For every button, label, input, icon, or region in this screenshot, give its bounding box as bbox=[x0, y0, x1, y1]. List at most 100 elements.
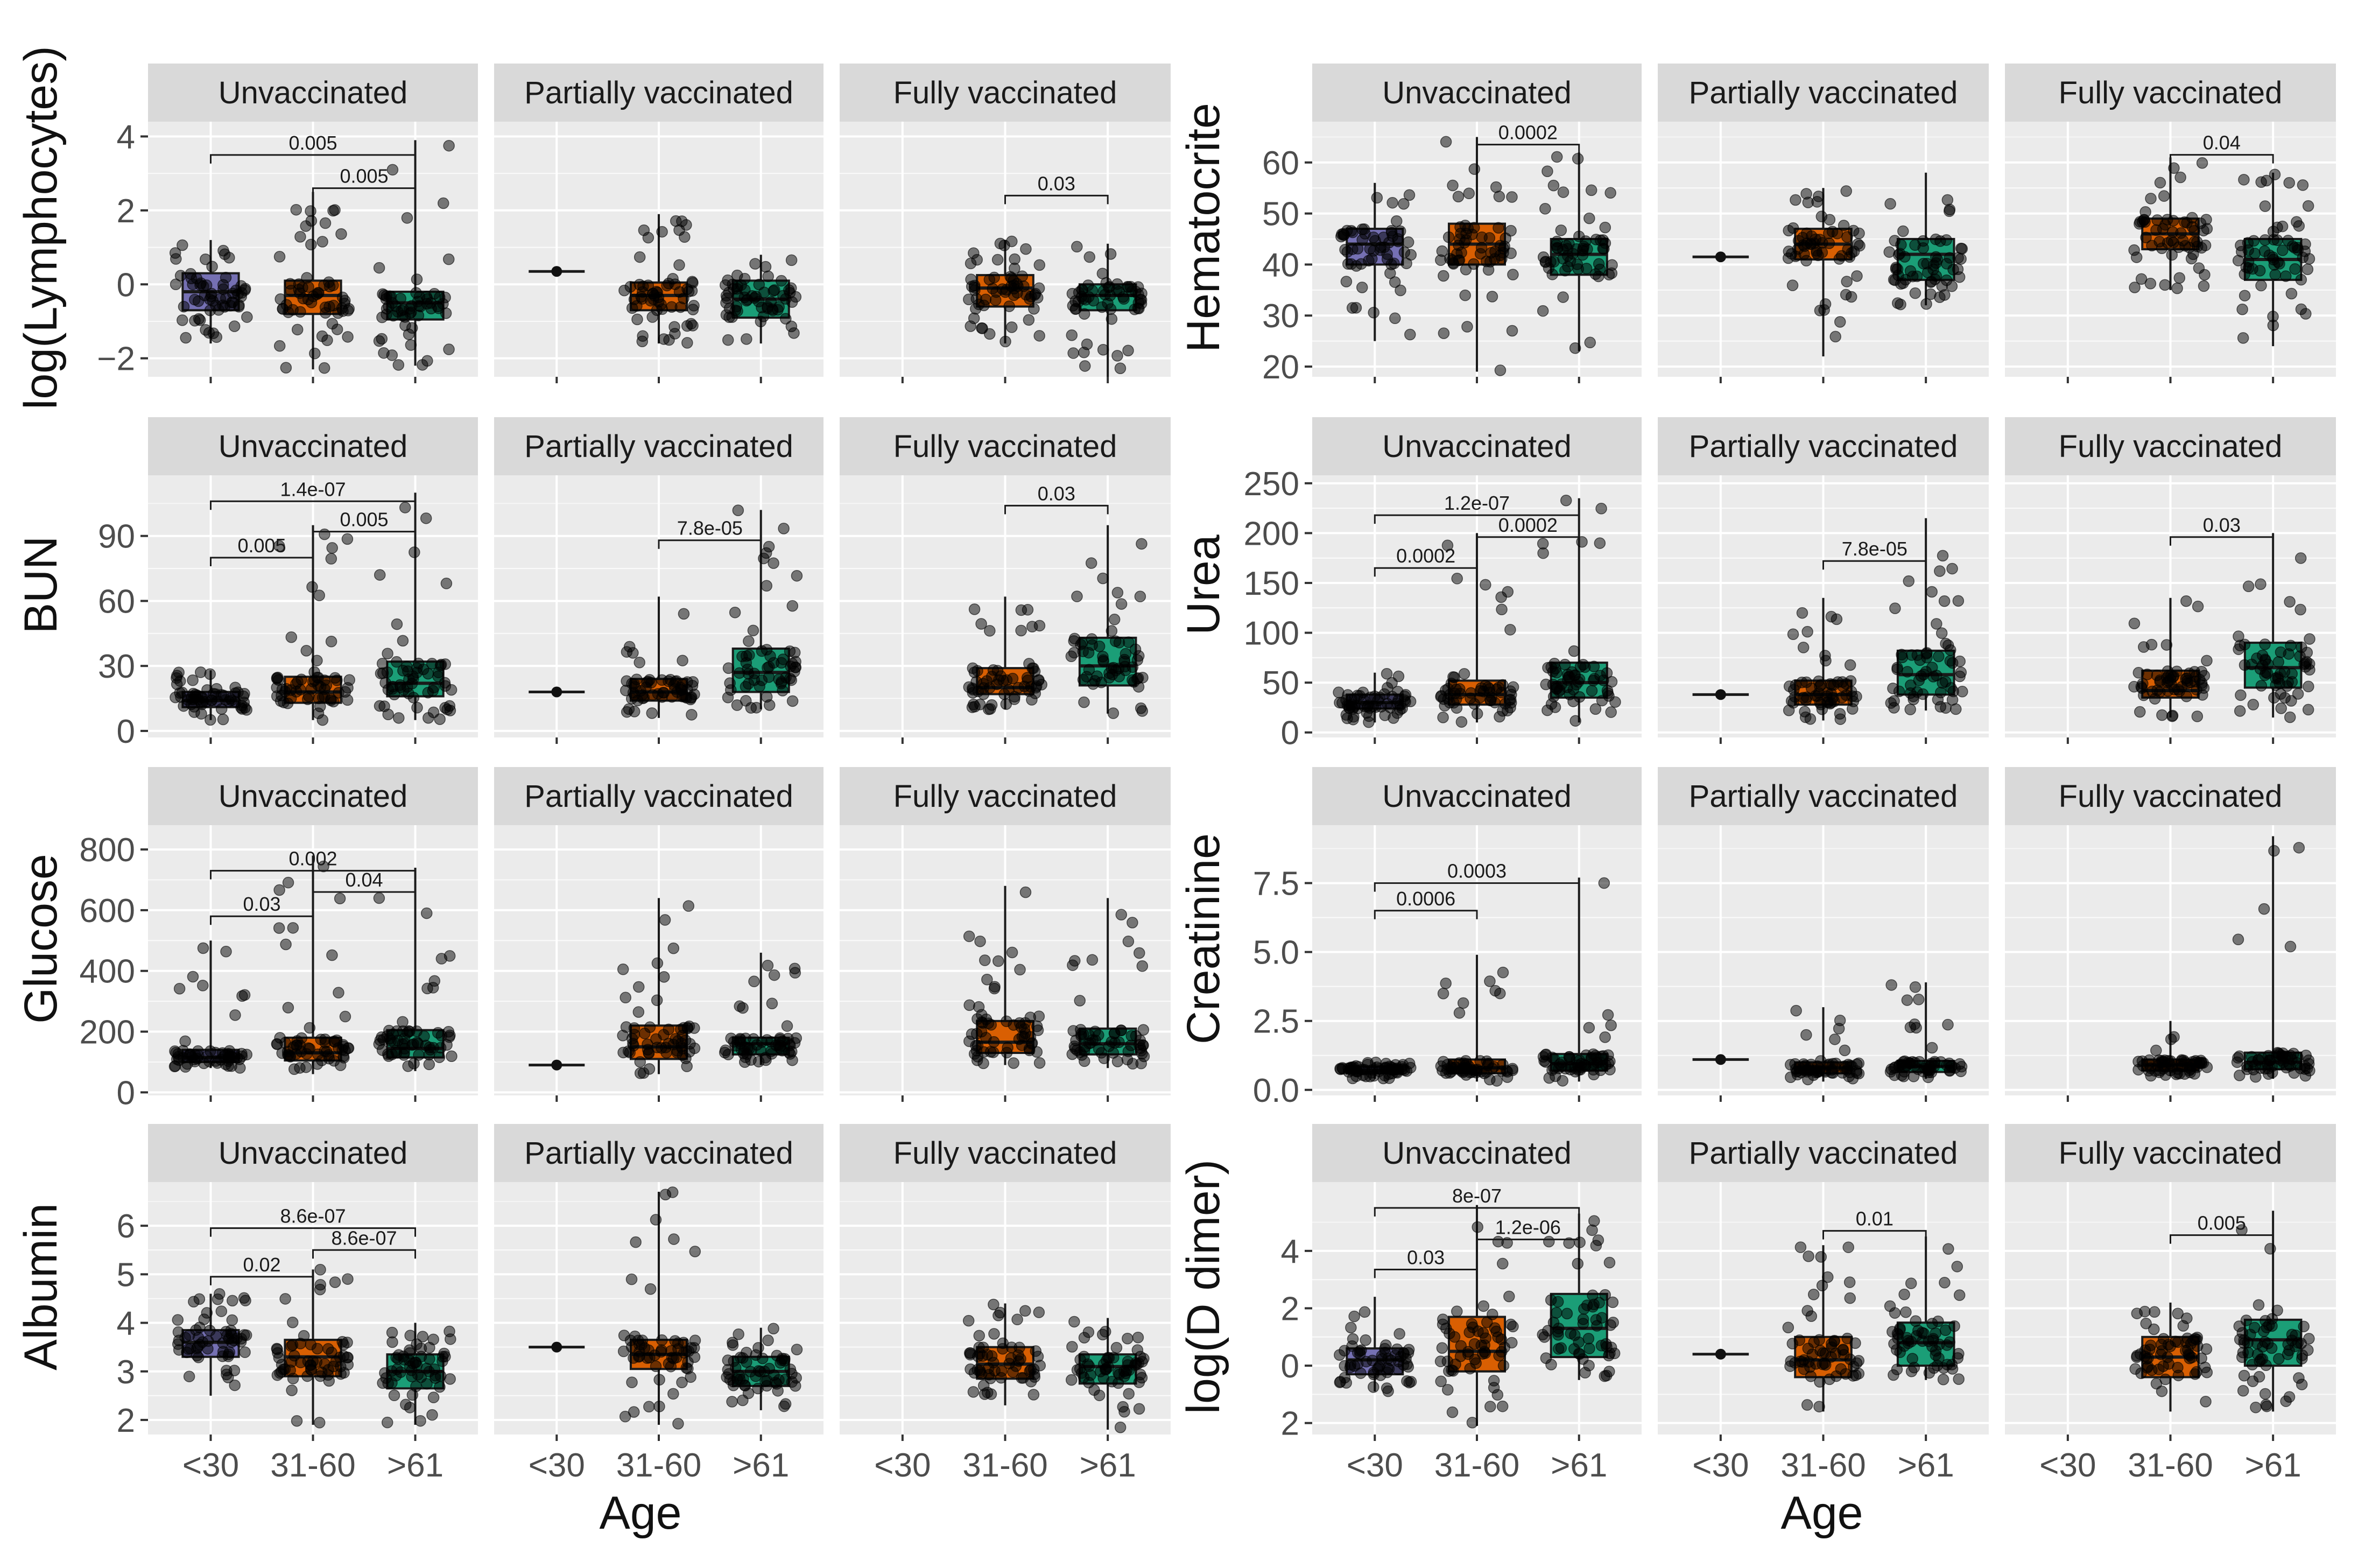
data-point bbox=[331, 674, 343, 686]
plot-glucose: Glucose 0 200 400 600 800 Unvaccinated Partiall… bbox=[15, 767, 1171, 1112]
data-point bbox=[1800, 1029, 1812, 1041]
data-point bbox=[1593, 258, 1605, 270]
data-point bbox=[994, 237, 1006, 250]
data-point bbox=[410, 287, 422, 299]
data-point bbox=[1584, 336, 1596, 349]
facet-strip bbox=[148, 417, 478, 475]
data-point bbox=[1833, 253, 1846, 265]
data-point bbox=[747, 624, 759, 637]
data-point bbox=[1839, 1044, 1851, 1057]
data-point bbox=[1567, 695, 1579, 707]
y-axis-title: log(D dimer) bbox=[1178, 1159, 1229, 1414]
data-point bbox=[313, 1417, 326, 1429]
data-point bbox=[1097, 656, 1109, 667]
data-point bbox=[1796, 607, 1808, 619]
data-point bbox=[1368, 1381, 1379, 1393]
data-point bbox=[1552, 242, 1564, 254]
data-point bbox=[1844, 659, 1856, 671]
data-point bbox=[1921, 647, 1933, 659]
significance-label: 0.03 bbox=[1407, 1247, 1445, 1269]
y-tick-label: 60 bbox=[98, 583, 135, 620]
data-point bbox=[336, 291, 349, 304]
significance-label: 8e-07 bbox=[1452, 1185, 1502, 1207]
data-point bbox=[1029, 665, 1041, 678]
data-point bbox=[769, 284, 780, 296]
plot-hematocrite: Hematocrite 20 30 40 50 60 Unvaccinated Partial… bbox=[1178, 64, 2336, 386]
data-point bbox=[1810, 1358, 1822, 1370]
data-point bbox=[981, 675, 993, 687]
data-point bbox=[1944, 1064, 1956, 1077]
data-point bbox=[1847, 703, 1859, 715]
data-point bbox=[2239, 290, 2251, 301]
data-point bbox=[737, 1002, 749, 1014]
x-tick-label: >61 bbox=[733, 1447, 789, 1484]
data-point bbox=[220, 946, 232, 958]
data-point bbox=[628, 1352, 639, 1364]
data-point bbox=[172, 1314, 184, 1326]
data-point bbox=[391, 1363, 403, 1375]
data-point bbox=[1484, 1073, 1496, 1086]
data-point bbox=[1461, 321, 1473, 333]
data-point bbox=[2299, 245, 2311, 257]
data-point bbox=[2200, 1396, 2212, 1408]
data-point bbox=[551, 1059, 562, 1071]
data-point bbox=[2159, 1373, 2171, 1386]
data-point bbox=[393, 712, 405, 724]
data-point bbox=[2284, 711, 2296, 723]
data-point bbox=[1572, 676, 1585, 688]
data-point bbox=[1552, 1329, 1564, 1341]
data-point bbox=[318, 860, 329, 873]
data-point bbox=[1790, 194, 1801, 206]
data-point bbox=[305, 683, 318, 695]
data-point bbox=[2237, 1385, 2249, 1397]
data-point bbox=[720, 297, 732, 309]
data-point bbox=[1447, 179, 1459, 192]
data-point bbox=[374, 569, 386, 581]
data-point bbox=[1537, 547, 1549, 559]
data-point bbox=[996, 1365, 1008, 1377]
data-point bbox=[2142, 1360, 2154, 1373]
data-point bbox=[374, 700, 386, 712]
data-point bbox=[2303, 1054, 2315, 1066]
data-point bbox=[1384, 267, 1396, 279]
data-point bbox=[1447, 1059, 1459, 1071]
plot-urea: Urea 0 50 100 150 200 250 Unvaccinated Partially… bbox=[1178, 417, 2336, 752]
data-point bbox=[646, 689, 659, 701]
data-point bbox=[334, 892, 346, 905]
data-point bbox=[1891, 663, 1903, 676]
data-point bbox=[988, 1036, 1000, 1048]
data-point bbox=[335, 228, 347, 240]
data-point bbox=[743, 635, 755, 647]
data-point bbox=[215, 1305, 228, 1317]
data-point bbox=[1607, 1296, 1619, 1309]
data-point bbox=[1542, 1325, 1554, 1337]
data-point bbox=[1577, 659, 1589, 671]
data-point bbox=[2198, 280, 2210, 292]
data-point bbox=[2255, 279, 2267, 292]
data-point bbox=[685, 693, 696, 706]
data-point bbox=[968, 603, 981, 615]
x-tick-label: >61 bbox=[387, 1447, 444, 1484]
data-point bbox=[180, 332, 192, 344]
data-point bbox=[789, 962, 801, 975]
data-point bbox=[2247, 699, 2260, 711]
data-point bbox=[1539, 203, 1551, 215]
y-tick-label: 6 bbox=[117, 1208, 135, 1245]
significance-bracket bbox=[209, 915, 314, 925]
y-tick-label: 2 bbox=[1281, 1405, 1299, 1443]
data-point bbox=[279, 1363, 291, 1375]
x-tick-label: 31-60 bbox=[1780, 1447, 1866, 1484]
data-point bbox=[1015, 624, 1027, 637]
data-point bbox=[1033, 330, 1045, 342]
data-point bbox=[1603, 1366, 1615, 1377]
data-point bbox=[1811, 196, 1823, 208]
data-point bbox=[312, 707, 325, 719]
data-point bbox=[1817, 237, 1828, 249]
data-point bbox=[2278, 666, 2291, 678]
data-point bbox=[2233, 630, 2244, 642]
data-point bbox=[742, 678, 755, 690]
data-point bbox=[727, 1337, 738, 1348]
data-point bbox=[1115, 1024, 1127, 1036]
data-point bbox=[765, 1045, 777, 1057]
data-point bbox=[1813, 1401, 1825, 1412]
